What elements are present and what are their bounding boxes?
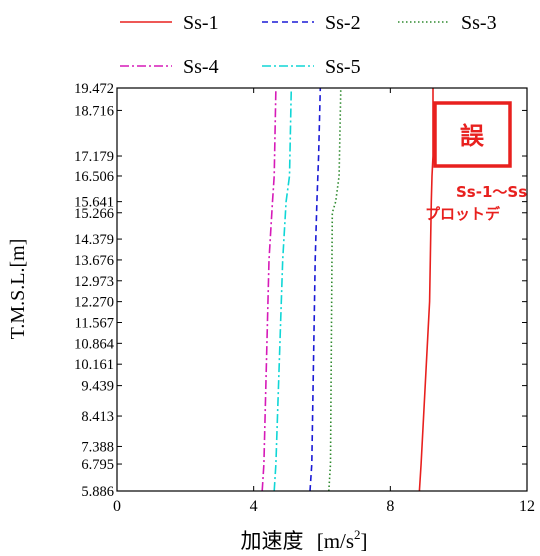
annotation-note-line2: プロットデ <box>425 205 501 223</box>
series-line-ss-1 <box>418 88 434 492</box>
annotation-note-line1: Ss-1～Ss <box>456 183 527 201</box>
x-axis-label-unit: [m/s <box>317 529 354 553</box>
series-line-ss-4 <box>261 87 277 492</box>
error-annotation-label: 誤 <box>460 122 485 150</box>
y-tick-label: 17.179 <box>74 149 114 165</box>
y-tick-label: 12.270 <box>74 295 114 311</box>
legend-label-ss-2: Ss-2 <box>325 12 361 34</box>
legend-label-ss-3: Ss-3 <box>461 12 497 34</box>
y-tick-label: 15.641 <box>74 195 114 211</box>
y-tick-label: 5.886 <box>81 484 114 500</box>
plot-lines <box>261 87 434 492</box>
legend-label-ss-1: Ss-1 <box>183 12 219 34</box>
plot-frame <box>116 87 528 492</box>
y-tick-label: 15.266 <box>74 206 114 222</box>
y-tick-label: 19.472 <box>74 81 114 97</box>
legend: Ss-1 Ss-2 Ss-3 Ss-4 Ss-5 <box>120 12 497 78</box>
x-tick-label: 12 <box>519 498 535 515</box>
legend-label-ss-4: Ss-4 <box>183 56 219 78</box>
y-tick-label: 11.567 <box>75 315 114 331</box>
y-tick-label: 7.388 <box>81 439 114 455</box>
y-tick-label: 10.161 <box>74 357 114 373</box>
x-axis-ticks: 0 4 8 12 <box>113 88 535 515</box>
x-axis-label-unit-close: ] <box>361 529 368 553</box>
y-axis-label: T.M.S.L.[m] <box>7 239 29 340</box>
x-tick-label: 4 <box>250 498 258 515</box>
series-line-ss-3 <box>328 87 342 492</box>
y-tick-label: 13.676 <box>74 253 114 269</box>
y-tick-label: 14.379 <box>74 232 114 248</box>
y-tick-label: 18.716 <box>74 103 114 119</box>
y-tick-label: 10.864 <box>74 336 115 352</box>
y-tick-label: 9.439 <box>81 379 114 395</box>
legend-label-ss-5: Ss-5 <box>325 56 361 78</box>
x-axis-label: 加速度 [m/s2] <box>240 527 367 553</box>
series-line-ss-2 <box>309 87 322 492</box>
series-line-ss-5 <box>273 87 293 492</box>
y-tick-label: 8.413 <box>81 409 114 425</box>
x-axis-label-quantity: 加速度 <box>240 529 303 553</box>
error-annotation-box <box>433 101 512 168</box>
y-tick-label: 12.973 <box>74 274 114 290</box>
x-tick-label: 8 <box>386 498 394 515</box>
y-tick-label: 16.506 <box>74 169 114 185</box>
x-axis-label-unit-exponent: 2 <box>354 527 361 542</box>
y-tick-label: 6.795 <box>81 457 114 473</box>
x-tick-label: 0 <box>113 498 121 515</box>
